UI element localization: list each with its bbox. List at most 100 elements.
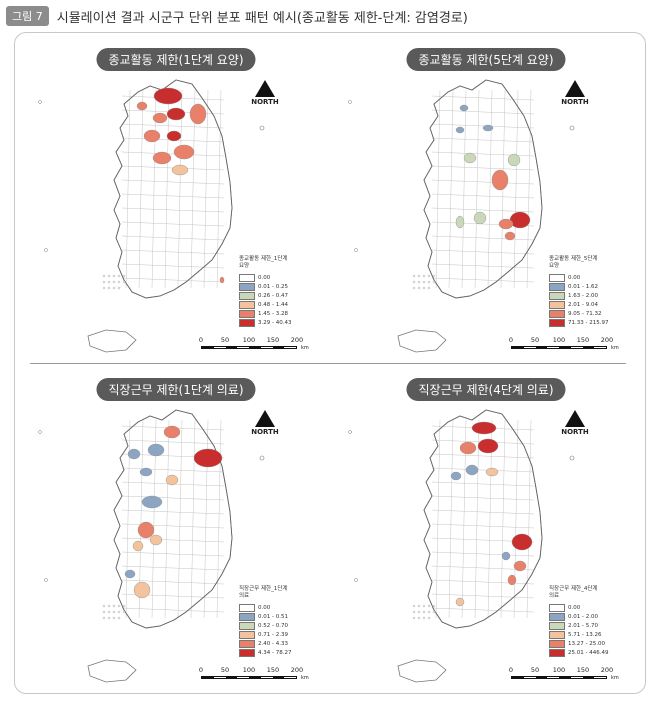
district-line [138,89,144,289]
district-line [121,439,225,445]
legend-swatch [239,300,255,309]
district-fill [455,215,465,229]
island [117,274,121,278]
district-fill [166,130,182,142]
island [422,274,426,278]
island [417,604,421,608]
district-fill [463,152,477,164]
legend-item: 13.27 - 25.00 [549,639,637,648]
scale-unit: km [301,345,309,351]
district-line [487,419,493,619]
legend-item: 0.01 - 1.62 [549,282,637,291]
district-fill [491,169,509,191]
district-line [431,109,535,115]
island [422,604,426,608]
district-fill [471,421,497,435]
legend-swatch [239,273,255,282]
legend-item: 1.63 - 2.00 [549,291,637,300]
north-label: NORTH [251,428,279,436]
scale-label: 200 [290,336,304,344]
legend-swatch [549,282,565,291]
district-fill [189,103,207,125]
island [412,280,416,284]
legend-item: 0.48 - 1.44 [239,300,327,309]
district-line [431,165,535,171]
legend-item: 0.01 - 0.25 [239,282,327,291]
island [348,100,352,104]
island [107,610,111,614]
korea-map [348,79,575,353]
island [122,274,126,278]
legend-title: 직장근무 제한_4단계 의료 [549,586,598,599]
figure-badge: 그림 7 [6,6,49,26]
island [112,604,116,608]
district-fill [455,597,465,607]
legend-item: 2.40 - 4.33 [239,639,327,648]
district-line [216,89,222,289]
legend-title: 직장근무 제한_1단계 의료 [239,586,288,599]
district-line [121,249,225,255]
coast-line [423,409,543,629]
district-fill [485,467,499,477]
district-fill [507,574,517,586]
district-fill [133,581,151,599]
district-fill [173,144,195,160]
island [38,430,42,434]
island [427,610,431,614]
district-line [431,481,535,487]
island [412,616,416,620]
scale-label: 50 [530,336,540,344]
district-line [121,221,225,227]
legend-swatch [549,603,565,612]
island [427,286,431,290]
legend-title: 종교활동 제한_1단계 요양 [239,256,288,269]
legend-item: 0.00 [549,603,637,612]
district-fill [165,474,179,486]
district-fill [136,101,148,111]
district-line [121,179,225,185]
legend-label: 13.27 - 25.00 [568,640,605,647]
district-line [216,419,222,619]
legend-swatch [239,612,255,621]
legend-label: 1.63 - 2.00 [568,292,598,299]
island [417,616,421,620]
district-fill [482,124,494,132]
scale-label: 200 [600,666,614,674]
legend-swatch [549,621,565,630]
island [117,280,121,284]
district-line [435,89,441,289]
scale-label: 50 [530,666,540,674]
island [422,616,426,620]
legend-swatch [239,621,255,630]
island [107,286,111,290]
district-line [461,89,467,289]
legend-item: 0.00 [239,273,327,282]
legend-label: 5.71 - 13.26 [568,631,602,638]
legend-title: 종교활동 제한_5단계 요양 [549,256,598,269]
scale-label: 100 [242,666,256,674]
legend-swatch [549,291,565,300]
district-line [431,509,535,515]
korea-map [38,409,265,683]
island [412,610,416,614]
legend-item: 4.34 - 78.27 [239,648,327,657]
scale-bar: 0 50 100 150 200 km [509,666,629,690]
district-boundaries [121,419,225,619]
jeju-island [397,329,447,353]
island [432,274,436,278]
district-line [431,193,535,199]
district-line [121,565,225,571]
district-line [487,89,493,289]
jeju-island [87,329,137,353]
district-fill [459,104,469,112]
district-line [164,419,170,619]
legend-label: 0.01 - 1.62 [568,283,598,290]
legend-label: 71.33 - 215.97 [568,319,609,326]
district-fill [459,441,477,455]
legend-swatch [239,639,255,648]
legend-swatch [239,603,255,612]
scale-label: 200 [290,666,304,674]
scale-label: 0 [198,336,204,344]
island [122,280,126,284]
ulleung-island [569,125,575,131]
